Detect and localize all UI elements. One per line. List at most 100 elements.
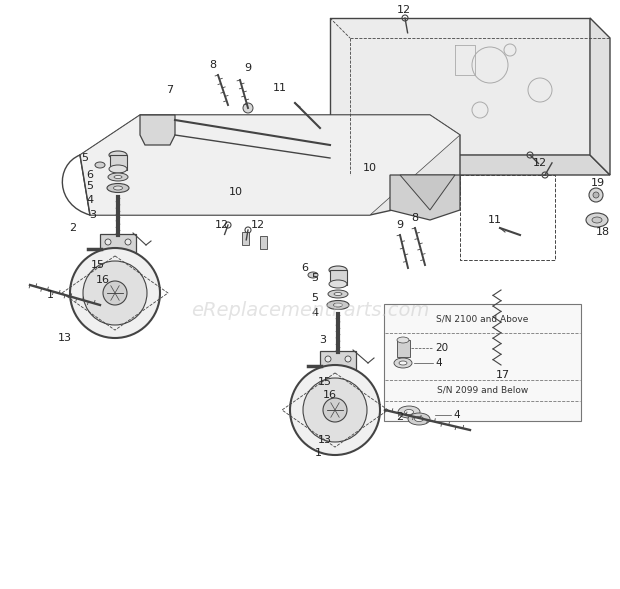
- Text: 4: 4: [435, 358, 441, 368]
- Polygon shape: [400, 175, 455, 210]
- Ellipse shape: [109, 151, 127, 159]
- Circle shape: [303, 378, 367, 442]
- FancyBboxPatch shape: [397, 339, 409, 356]
- Polygon shape: [330, 18, 590, 155]
- Text: 4: 4: [311, 308, 319, 318]
- Text: 8: 8: [210, 60, 216, 70]
- Text: 5: 5: [311, 273, 319, 283]
- Circle shape: [345, 369, 351, 375]
- Ellipse shape: [108, 173, 128, 181]
- Text: 5: 5: [87, 181, 94, 191]
- Circle shape: [325, 369, 331, 375]
- Circle shape: [340, 376, 352, 388]
- Circle shape: [105, 252, 111, 258]
- Text: 12: 12: [215, 220, 229, 230]
- Ellipse shape: [408, 413, 430, 425]
- Text: 6: 6: [87, 170, 94, 180]
- Text: S/N 2099 and Below: S/N 2099 and Below: [437, 385, 528, 395]
- Text: 5: 5: [311, 293, 319, 303]
- Ellipse shape: [334, 303, 342, 307]
- FancyBboxPatch shape: [242, 231, 249, 244]
- Text: 17: 17: [496, 370, 510, 380]
- Text: 10: 10: [363, 163, 377, 173]
- Text: 5: 5: [81, 153, 89, 163]
- Circle shape: [120, 259, 132, 271]
- Text: eReplacementParts.com: eReplacementParts.com: [191, 300, 429, 319]
- Ellipse shape: [327, 300, 349, 309]
- Text: 12: 12: [533, 158, 547, 168]
- Text: 1: 1: [314, 448, 322, 458]
- Text: 13: 13: [58, 333, 72, 343]
- Ellipse shape: [107, 184, 129, 193]
- Text: 16: 16: [323, 390, 337, 400]
- Ellipse shape: [398, 406, 420, 418]
- Polygon shape: [80, 115, 460, 215]
- Text: 4: 4: [453, 410, 459, 420]
- Text: 19: 19: [591, 178, 605, 188]
- Ellipse shape: [592, 217, 602, 223]
- Ellipse shape: [397, 337, 409, 343]
- Text: 9: 9: [396, 220, 404, 230]
- Text: 11: 11: [488, 215, 502, 225]
- Ellipse shape: [586, 213, 608, 227]
- Polygon shape: [330, 155, 610, 175]
- Ellipse shape: [404, 409, 414, 415]
- Polygon shape: [590, 18, 610, 175]
- Text: 2: 2: [396, 412, 404, 422]
- Ellipse shape: [394, 358, 412, 368]
- Text: 11: 11: [273, 83, 287, 93]
- Text: 1: 1: [46, 290, 53, 300]
- Text: 8: 8: [412, 213, 418, 223]
- Text: 3: 3: [89, 210, 97, 220]
- Ellipse shape: [329, 266, 347, 274]
- Polygon shape: [80, 115, 460, 215]
- Ellipse shape: [328, 290, 348, 298]
- FancyBboxPatch shape: [100, 234, 136, 264]
- Text: 9: 9: [244, 63, 252, 73]
- Text: 12: 12: [251, 220, 265, 230]
- FancyBboxPatch shape: [320, 351, 356, 381]
- Text: 7: 7: [166, 85, 174, 95]
- Circle shape: [593, 192, 599, 198]
- Text: 4: 4: [86, 195, 94, 205]
- Text: 3: 3: [319, 335, 327, 345]
- Circle shape: [243, 103, 253, 113]
- Ellipse shape: [113, 186, 123, 190]
- Text: 15: 15: [91, 260, 105, 270]
- Text: 16: 16: [96, 275, 110, 285]
- Circle shape: [589, 188, 603, 202]
- Polygon shape: [390, 175, 460, 220]
- Text: S/N 2100 and Above: S/N 2100 and Above: [436, 315, 529, 323]
- Circle shape: [125, 239, 131, 245]
- Ellipse shape: [329, 280, 347, 288]
- Circle shape: [70, 248, 160, 338]
- Circle shape: [325, 356, 331, 362]
- Ellipse shape: [334, 293, 342, 296]
- Polygon shape: [140, 115, 175, 145]
- Circle shape: [105, 239, 111, 245]
- Text: 2: 2: [69, 223, 76, 233]
- FancyBboxPatch shape: [329, 270, 347, 284]
- Text: 10: 10: [229, 187, 243, 197]
- Text: 12: 12: [397, 5, 411, 15]
- Circle shape: [345, 356, 351, 362]
- Text: 13: 13: [318, 435, 332, 445]
- Circle shape: [323, 398, 347, 422]
- Text: 20: 20: [435, 343, 448, 353]
- Ellipse shape: [308, 272, 318, 278]
- FancyBboxPatch shape: [110, 154, 126, 170]
- Circle shape: [83, 261, 147, 325]
- Ellipse shape: [114, 176, 122, 178]
- Text: 18: 18: [596, 227, 610, 237]
- FancyBboxPatch shape: [260, 236, 267, 249]
- Ellipse shape: [415, 416, 423, 422]
- Circle shape: [290, 365, 380, 455]
- Text: 15: 15: [318, 377, 332, 387]
- Text: 6: 6: [301, 263, 309, 273]
- Ellipse shape: [109, 165, 127, 173]
- Circle shape: [103, 281, 127, 305]
- Ellipse shape: [399, 361, 407, 365]
- Circle shape: [125, 252, 131, 258]
- Ellipse shape: [95, 162, 105, 168]
- FancyBboxPatch shape: [384, 304, 581, 421]
